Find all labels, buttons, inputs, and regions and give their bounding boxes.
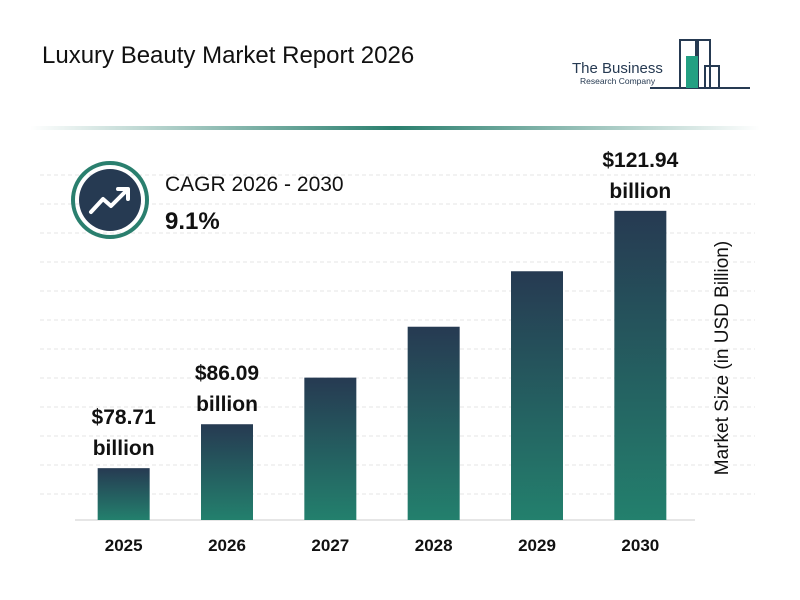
x-tick-label: 2028 [415,536,453,555]
logo-icon [650,39,750,89]
divider [30,126,760,130]
title: Luxury Beauty Market Report 2026 [42,42,415,69]
cagr-arrow-head [116,187,130,201]
cagr-icon [79,169,141,231]
cagr-label: CAGR 2026 - 2030 [165,173,344,196]
x-tick-label: 2025 [105,536,143,555]
value-label: $78.71 billion [91,406,156,461]
logo-subtext: Research Company [580,76,656,86]
y-axis-label: Market Size (in USD Billion) [712,241,733,475]
x-tick-label: 2030 [621,536,659,555]
x-tick-label: 2026 [208,536,246,555]
logo-text: The Business [572,60,663,77]
bar [407,326,460,520]
bar [304,377,357,520]
cagr-value: 9.1% [165,208,220,235]
bar [511,271,563,520]
x-tick-label: 2027 [311,536,349,555]
bar [97,468,150,520]
x-tick-label: 2029 [518,536,556,555]
cagr-arrow [89,188,129,214]
cagr-ring [71,161,149,239]
bar [201,424,253,520]
bar [614,210,667,521]
value-label: $121.94 billion [602,148,679,203]
logo-accent [686,56,698,88]
value-label: $86.09 billion [194,362,260,417]
